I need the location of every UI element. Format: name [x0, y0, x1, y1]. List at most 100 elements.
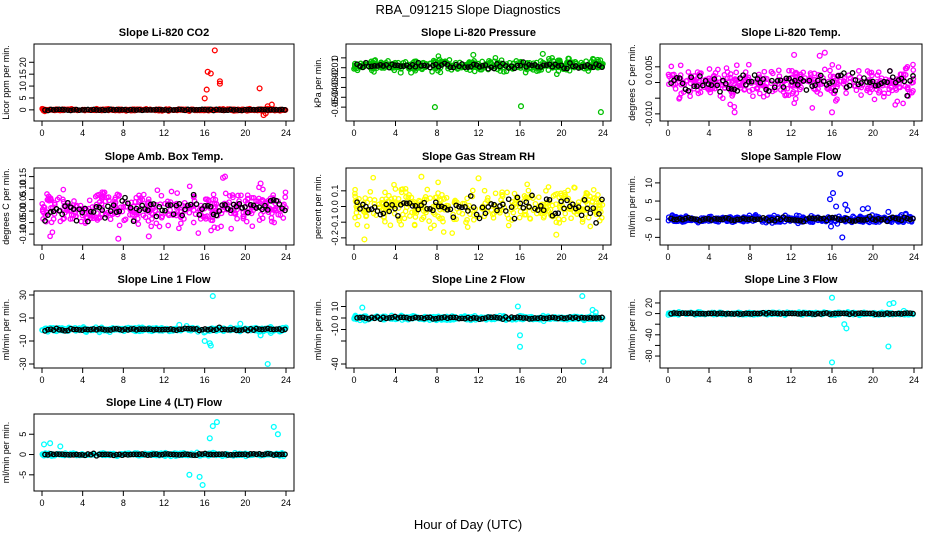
data-point: [352, 190, 358, 197]
y-axis-label: ml/min per min.: [627, 176, 637, 238]
x-tick-label: 12: [473, 375, 483, 385]
data-point: [265, 197, 272, 204]
data-point: [687, 93, 693, 100]
x-tick-label: 16: [200, 128, 210, 138]
hourly-point: [130, 326, 137, 332]
hourly-point: [395, 315, 401, 321]
data-point: [817, 81, 824, 88]
hourly-point: [159, 326, 166, 333]
hourly-point: [564, 197, 570, 204]
data-point: [827, 67, 833, 74]
hourly-point: [176, 106, 183, 113]
hourly-point: [725, 85, 732, 92]
hourly-point: [861, 75, 867, 81]
y-tick-label: 0.0: [330, 200, 340, 213]
hourly-point: [239, 107, 245, 114]
points: [39, 293, 289, 368]
x-tick-label: 12: [473, 128, 483, 138]
hourly-point: [815, 310, 821, 317]
hourly-point: [485, 314, 492, 320]
hourly-point: [774, 310, 781, 317]
data-point: [210, 204, 217, 211]
hourly-point: [745, 216, 752, 223]
hourly-point: [147, 201, 154, 208]
outlier-point: [209, 293, 216, 300]
hourly-point: [476, 316, 483, 323]
hourly-point: [872, 217, 879, 223]
hourly-point: [113, 451, 120, 458]
hourly-point: [156, 452, 163, 458]
data-point: [733, 69, 740, 76]
data-point: [900, 71, 907, 78]
x-tick-label: 12: [159, 375, 169, 385]
hourly-point: [230, 451, 237, 458]
x-tick-label: 0: [39, 498, 44, 508]
outlier-point: [890, 299, 897, 307]
hourly-point: [852, 77, 859, 83]
hourly-point: [462, 204, 468, 210]
data-point: [402, 208, 409, 215]
hourly-point: [79, 451, 86, 458]
hourly-point: [590, 315, 597, 321]
hourly-point: [380, 314, 387, 321]
data-point: [761, 68, 768, 75]
hourly-point: [829, 79, 836, 85]
hourly-point: [800, 310, 807, 317]
hourly-point: [673, 216, 680, 223]
hourly-point: [210, 211, 217, 218]
hourly-point: [264, 107, 271, 113]
hourly-point: [889, 214, 896, 221]
hourly-point: [259, 206, 265, 213]
x-tick-label: 20: [240, 252, 250, 262]
hourly-point: [826, 215, 833, 221]
hourly-point: [199, 206, 205, 212]
x-tick-label: 12: [786, 375, 796, 385]
hourly-point: [365, 206, 372, 213]
data-point: [86, 211, 93, 218]
hourly-point: [584, 205, 591, 212]
hourly-point: [485, 65, 492, 72]
hourly-point: [225, 107, 231, 114]
hourly-point: [150, 106, 157, 113]
data-point: [878, 75, 885, 82]
hourly-point: [145, 207, 151, 214]
hourly-point: [182, 206, 188, 213]
hourly-point: [386, 64, 393, 71]
hourly-point: [526, 316, 532, 322]
x-tick-label: 0: [665, 375, 670, 385]
hourly-point: [210, 451, 217, 458]
data-point: [552, 191, 559, 198]
hourly-point: [236, 200, 243, 207]
outlier-point: [842, 201, 849, 208]
hourly-point: [116, 451, 123, 458]
data-point: [277, 212, 284, 218]
hourly-point: [789, 217, 795, 223]
hourly-point: [205, 451, 211, 458]
hourly-point: [236, 107, 243, 114]
hourly-point: [467, 315, 474, 322]
data-point: [677, 62, 684, 69]
data-point: [392, 186, 399, 192]
data-point: [352, 193, 358, 200]
hourly-point: [276, 326, 283, 332]
x-tick-label: 16: [515, 252, 525, 262]
points: [352, 173, 606, 243]
panel-title: Slope Sample Flow: [741, 151, 842, 163]
hourly-point: [136, 451, 143, 458]
hourly-point: [555, 63, 562, 69]
y-axis-label: ml/min per min.: [313, 299, 323, 361]
hourly-point: [728, 310, 735, 317]
hourly-point: [412, 314, 419, 321]
data-point: [49, 229, 56, 236]
hourly-point: [699, 310, 706, 317]
hourly-point: [193, 452, 200, 459]
data-point: [364, 223, 370, 230]
hourly-point: [153, 106, 160, 113]
hourly-point: [806, 215, 813, 221]
hourly-point: [70, 206, 77, 212]
data-point: [685, 69, 692, 75]
data-point: [96, 199, 103, 205]
hourly-point: [901, 310, 908, 317]
